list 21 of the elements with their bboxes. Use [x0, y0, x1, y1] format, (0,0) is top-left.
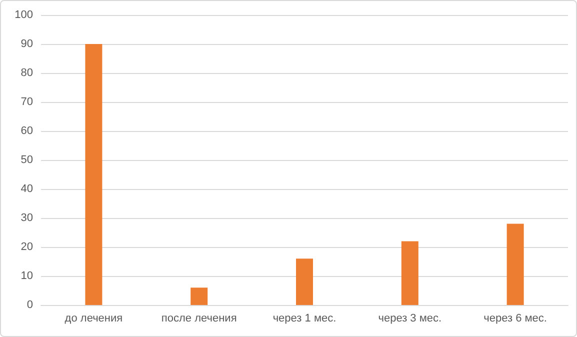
x-tick-label: через 1 мес.	[272, 312, 336, 324]
bar	[85, 44, 102, 305]
y-tick-label: 20	[20, 241, 33, 253]
bar	[506, 224, 524, 305]
bar	[296, 258, 313, 305]
x-tick-label: после лечения	[161, 312, 237, 324]
y-tick-label: 90	[20, 38, 33, 50]
x-tick-label: через 3 мес.	[378, 312, 442, 324]
bar	[190, 288, 208, 305]
y-tick-label: 60	[20, 125, 33, 137]
y-tick-label: 10	[20, 270, 33, 282]
y-tick-label: 0	[26, 299, 33, 311]
y-tick-label: 50	[20, 154, 33, 166]
y-tick-label: 30	[20, 212, 33, 224]
y-tick-label: 40	[20, 183, 33, 195]
bar	[401, 241, 418, 305]
x-tick-label: через 6 мес.	[484, 312, 547, 324]
y-tick-label: 80	[20, 67, 33, 79]
x-tick-label: до лечения	[64, 312, 123, 324]
y-tick-label: 70	[20, 96, 33, 108]
y-tick-label: 100	[14, 9, 33, 21]
